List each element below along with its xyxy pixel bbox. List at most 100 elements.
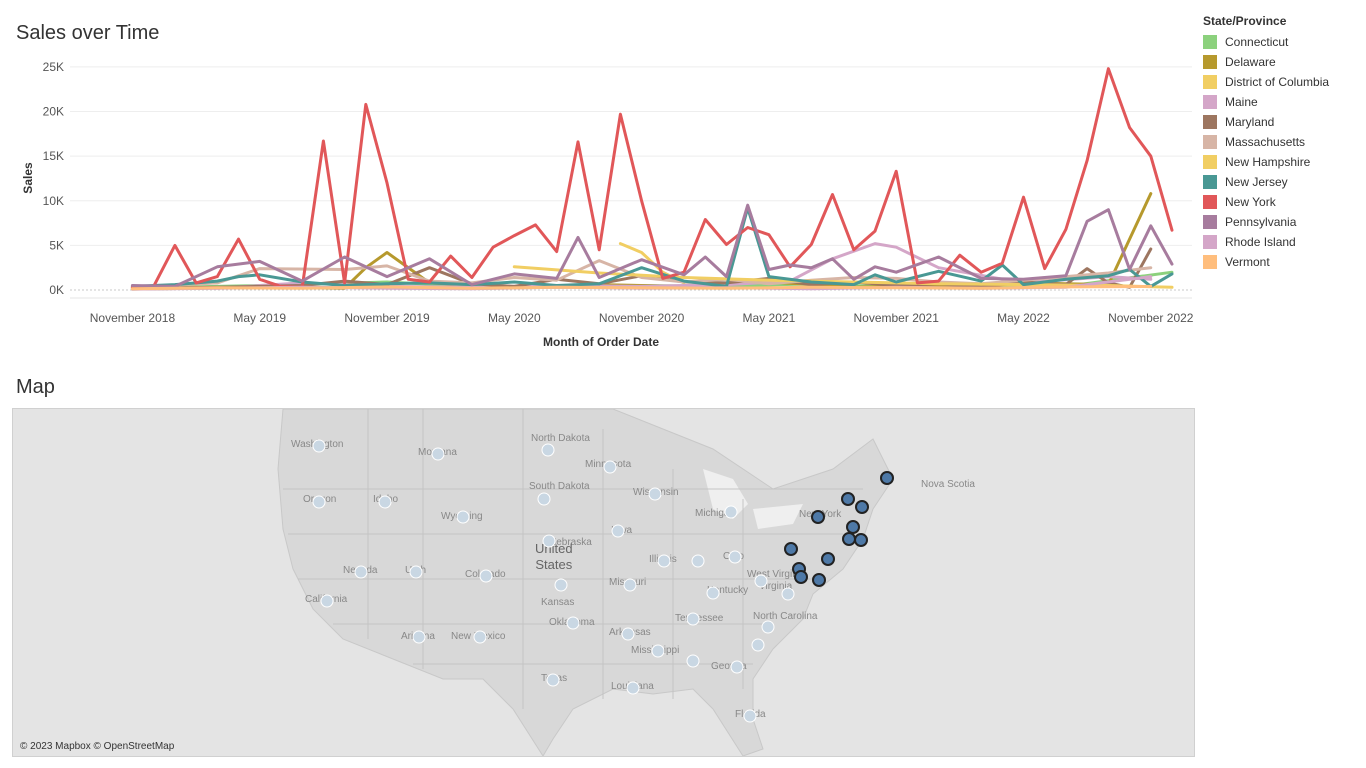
map-point-faint[interactable] bbox=[603, 460, 617, 474]
series-line-vermont[interactable] bbox=[130, 284, 1153, 291]
legend-label: Vermont bbox=[1225, 255, 1270, 269]
map-label-kentucky: Kentucky bbox=[707, 585, 749, 596]
map-point-faint[interactable] bbox=[320, 594, 334, 608]
map-point-faint[interactable] bbox=[354, 565, 368, 579]
legend-item-maryland[interactable]: Maryland bbox=[1203, 112, 1363, 132]
legend-label: Maryland bbox=[1225, 115, 1275, 129]
legend-item-district-of-columbia[interactable]: District of Columbia bbox=[1203, 72, 1363, 92]
map-point-faint[interactable] bbox=[542, 534, 556, 548]
map-point-faint[interactable] bbox=[761, 620, 775, 634]
y-tick-label: 10K bbox=[43, 194, 64, 208]
map-point[interactable] bbox=[811, 510, 825, 524]
map-point-faint[interactable] bbox=[657, 554, 671, 568]
map-point[interactable] bbox=[880, 471, 894, 485]
legend-item-rhode-island[interactable]: Rhode Island bbox=[1203, 232, 1363, 252]
map-label-virginia: Virginia bbox=[759, 581, 793, 592]
map-point-faint[interactable] bbox=[706, 586, 720, 600]
map-label-michigan: Michigan bbox=[695, 508, 736, 519]
legend-label: Pennsylvania bbox=[1225, 215, 1297, 229]
legend-item-pennsylvania[interactable]: Pennsylvania bbox=[1203, 212, 1363, 232]
map-point-faint[interactable] bbox=[728, 550, 742, 564]
legend-item-connecticut[interactable]: Connecticut bbox=[1203, 32, 1363, 52]
map-label-kansas: Kansas bbox=[541, 597, 575, 608]
map-point-faint[interactable] bbox=[473, 630, 487, 644]
legend: State/Province Connecticut Delaware Distri… bbox=[1203, 14, 1363, 272]
map-point[interactable] bbox=[821, 552, 835, 566]
series-line-new-york[interactable] bbox=[130, 67, 1174, 289]
legend-item-new-jersey[interactable]: New Jersey bbox=[1203, 172, 1363, 192]
legend-label: Connecticut bbox=[1225, 35, 1289, 49]
legend-swatch bbox=[1203, 255, 1217, 269]
map-point-faint[interactable] bbox=[743, 709, 757, 723]
map-point-faint[interactable] bbox=[566, 616, 580, 630]
map-point-faint[interactable] bbox=[626, 681, 640, 695]
legend-item-massachusetts[interactable]: Massachusetts bbox=[1203, 132, 1363, 152]
map-point-faint[interactable] bbox=[431, 447, 445, 461]
sales-line-chart[interactable]: 0K 5K 10K 15K 20K 25K November 2018 May 2019 Nov… bbox=[0, 0, 1200, 360]
map-point-faint[interactable] bbox=[691, 554, 705, 568]
legend-item-maine[interactable]: Maine bbox=[1203, 92, 1363, 112]
map-point-faint[interactable] bbox=[541, 443, 555, 457]
map-point-faint[interactable] bbox=[378, 495, 392, 509]
map-point-faint[interactable] bbox=[412, 630, 426, 644]
map-point[interactable] bbox=[846, 520, 860, 534]
map-point-faint[interactable] bbox=[724, 505, 738, 519]
map-point-faint[interactable] bbox=[651, 644, 665, 658]
legend-swatch bbox=[1203, 175, 1217, 189]
legend-item-vermont[interactable]: Vermont bbox=[1203, 252, 1363, 272]
map-point[interactable] bbox=[812, 573, 826, 587]
map-point-faint[interactable] bbox=[456, 510, 470, 524]
x-tick-label: November 2020 bbox=[599, 311, 685, 325]
map-point[interactable] bbox=[854, 533, 868, 547]
map-point-faint[interactable] bbox=[648, 487, 662, 501]
legend-label: Massachusetts bbox=[1225, 135, 1306, 149]
x-tick-label: November 2022 bbox=[1108, 311, 1194, 325]
map-view[interactable]: WashingtonMontanaNorth DakotaMinnesotaSo… bbox=[12, 408, 1195, 757]
legend-swatch bbox=[1203, 75, 1217, 89]
legend-title: State/Province bbox=[1203, 14, 1287, 28]
map-point[interactable] bbox=[794, 570, 808, 584]
map-title: Map bbox=[16, 376, 55, 398]
legend-item-delaware[interactable]: Delaware bbox=[1203, 52, 1363, 72]
legend-swatch bbox=[1203, 95, 1217, 109]
map-label-nebraska: Nebraska bbox=[549, 537, 592, 548]
legend-swatch bbox=[1203, 195, 1217, 209]
series-line-pennsylvania[interactable] bbox=[130, 203, 1174, 288]
map-point[interactable] bbox=[841, 492, 855, 506]
y-tick-label: 5K bbox=[49, 238, 64, 252]
legend-label: Maine bbox=[1225, 95, 1258, 109]
x-tick-label: May 2022 bbox=[997, 311, 1050, 325]
map-point[interactable] bbox=[842, 532, 856, 546]
x-tick-label: May 2019 bbox=[233, 311, 286, 325]
map-point-faint[interactable] bbox=[546, 673, 560, 687]
map-point-faint[interactable] bbox=[312, 439, 326, 453]
legend-swatch bbox=[1203, 55, 1217, 69]
x-axis-title: Month of Order Date bbox=[543, 335, 659, 349]
map-point-faint[interactable] bbox=[754, 574, 768, 588]
map-point-faint[interactable] bbox=[537, 492, 551, 506]
x-tick-label: November 2019 bbox=[344, 311, 430, 325]
map-point-faint[interactable] bbox=[686, 654, 700, 668]
map-point-faint[interactable] bbox=[479, 569, 493, 583]
map-point-faint[interactable] bbox=[611, 524, 625, 538]
legend-item-new-york[interactable]: New York bbox=[1203, 192, 1363, 212]
legend-label: District of Columbia bbox=[1225, 75, 1330, 89]
map-point-faint[interactable] bbox=[686, 612, 700, 626]
map-point-faint[interactable] bbox=[409, 565, 423, 579]
legend-swatch bbox=[1203, 35, 1217, 49]
map-point-faint[interactable] bbox=[621, 627, 635, 641]
y-tick-label: 0K bbox=[49, 283, 64, 297]
x-tick-label: May 2021 bbox=[743, 311, 796, 325]
map-point-faint[interactable] bbox=[751, 638, 765, 652]
map-point[interactable] bbox=[784, 542, 798, 556]
map-point-faint[interactable] bbox=[781, 587, 795, 601]
x-tick-label: November 2021 bbox=[854, 311, 940, 325]
map-label-nova-scotia: Nova Scotia bbox=[921, 479, 975, 490]
map-point[interactable] bbox=[855, 500, 869, 514]
x-tick-label: November 2018 bbox=[90, 311, 176, 325]
map-point-faint[interactable] bbox=[312, 495, 326, 509]
legend-item-new-hampshire[interactable]: New Hampshire bbox=[1203, 152, 1363, 172]
map-point-faint[interactable] bbox=[730, 660, 744, 674]
map-point-faint[interactable] bbox=[623, 578, 637, 592]
map-point-faint[interactable] bbox=[554, 578, 568, 592]
